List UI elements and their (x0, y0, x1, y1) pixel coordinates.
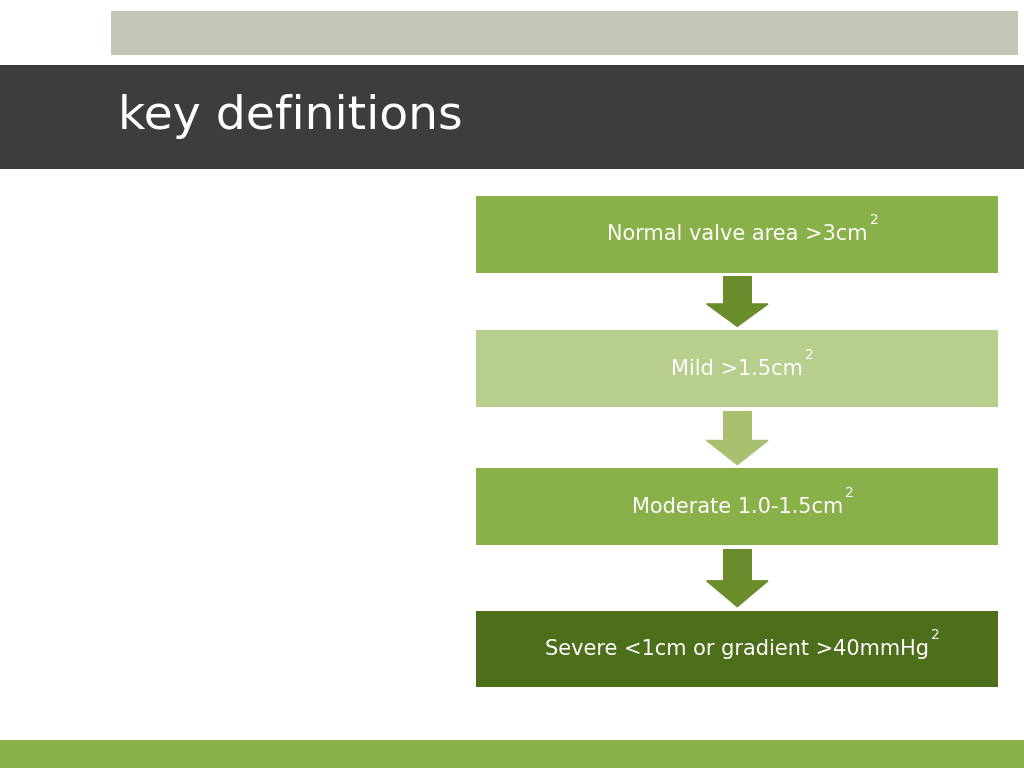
Polygon shape (707, 581, 768, 607)
FancyBboxPatch shape (476, 196, 998, 273)
Polygon shape (707, 304, 768, 326)
Text: 2: 2 (869, 214, 879, 227)
FancyBboxPatch shape (723, 411, 752, 441)
Text: 2: 2 (845, 486, 854, 500)
Text: 2: 2 (932, 628, 940, 642)
Text: Moderate 1.0-1.5cm: Moderate 1.0-1.5cm (632, 497, 843, 517)
Polygon shape (707, 441, 768, 465)
Text: Severe <1cm or gradient >40mmHg: Severe <1cm or gradient >40mmHg (545, 639, 930, 659)
Text: Normal valve area >3cm: Normal valve area >3cm (607, 224, 867, 244)
FancyBboxPatch shape (476, 330, 998, 407)
Text: 2: 2 (805, 348, 814, 362)
FancyBboxPatch shape (723, 549, 752, 581)
FancyBboxPatch shape (111, 11, 1018, 55)
FancyBboxPatch shape (476, 468, 998, 545)
FancyBboxPatch shape (0, 740, 1024, 768)
Text: Mild >1.5cm: Mild >1.5cm (672, 359, 803, 379)
Text: key definitions: key definitions (118, 94, 463, 139)
FancyBboxPatch shape (476, 611, 998, 687)
FancyBboxPatch shape (0, 65, 1024, 169)
FancyBboxPatch shape (723, 276, 752, 304)
